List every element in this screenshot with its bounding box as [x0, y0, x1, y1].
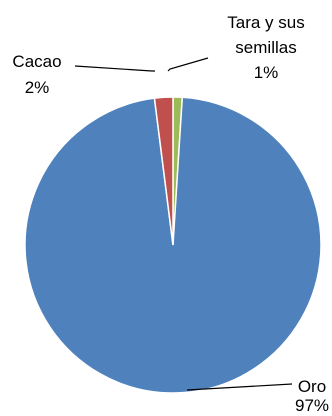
slice-name-cacao: Cacao	[12, 52, 61, 71]
pie-slices	[24, 96, 322, 394]
slice-name-tara-line1: Tara y sus	[227, 13, 304, 32]
slice-percent-oro: 97%	[295, 396, 329, 415]
leader-line-tara	[167, 57, 209, 72]
pie-slice-oro	[24, 96, 322, 394]
slice-name-oro: Oro	[298, 377, 326, 396]
slice-percent-cacao: 2%	[25, 78, 50, 97]
leader-line-oro	[186, 383, 293, 391]
pie-slice-cacao	[153, 96, 174, 246]
slice-name-tara-line2: semillas	[235, 38, 296, 57]
slice-percent-tara: 1%	[254, 63, 279, 82]
leader-line-cacao	[74, 65, 155, 72]
